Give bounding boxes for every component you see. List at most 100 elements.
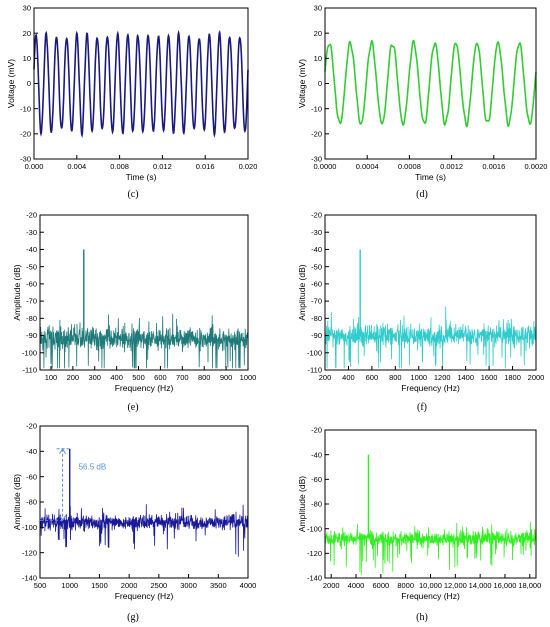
y-tick-label: -50	[26, 262, 37, 271]
x-tick-label: 1000	[410, 373, 427, 382]
y-tick-label: -60	[311, 475, 322, 484]
y-tick-label: 10	[23, 54, 31, 63]
y-tick-label: -20	[26, 422, 37, 431]
x-axis-label: Frequency (Hz)	[401, 591, 460, 601]
x-tick-label: 300	[88, 373, 101, 382]
x-tick-label: 200	[319, 373, 332, 382]
y-tick-label: -30	[311, 228, 322, 237]
panel-label: (g)	[127, 612, 139, 623]
chart-panel-g: 500 1000 1500 2000 2500 3000 3500 4000 -140 -120 -…	[12, 422, 256, 623]
y-tick-label: -100	[307, 524, 322, 533]
chart-panel-e: 100 200 300 400 500 600 700 800 900 1000 -110 -100 -…	[12, 211, 256, 413]
y-tick-label: -100	[22, 348, 37, 357]
y-axis-label: Amplitude (dB)	[297, 264, 307, 320]
y-axis-label: Amplitude (dB)	[12, 474, 22, 530]
x-tick-label: 18,000	[518, 581, 541, 590]
series-line	[33, 29, 249, 139]
x-tick-label: 8000	[397, 581, 414, 590]
panel-label: (f)	[417, 402, 427, 413]
series-line	[324, 39, 537, 128]
x-tick-label: 0.004	[67, 162, 86, 171]
x-tick-label: 500	[34, 581, 47, 590]
y-tick-label: -40	[26, 245, 37, 254]
panel-label: (d)	[416, 189, 428, 200]
y-tick-label: -20	[311, 211, 322, 220]
y-axis-label: Voltage (mV)	[6, 59, 16, 108]
x-tick-label: 100	[45, 373, 58, 382]
y-tick-label: -140	[22, 574, 37, 583]
x-tick-label: 0.0012	[440, 162, 463, 171]
y-tick-label: -20	[311, 426, 322, 435]
y-tick-label: -80	[26, 314, 37, 323]
x-axis-label: Time (s)	[126, 172, 157, 182]
x-tick-label: 800	[198, 373, 211, 382]
y-tick-label: -110	[308, 366, 322, 375]
series-line	[39, 313, 249, 369]
x-tick-label: 0.0004	[356, 162, 379, 171]
y-tick-label: -120	[22, 548, 37, 557]
y-tick-label: -50	[311, 262, 322, 271]
y-tick-label: -30	[20, 155, 31, 164]
x-tick-label: 800	[389, 373, 402, 382]
y-tick-label: -90	[311, 331, 322, 340]
chart-panel-d: 0.0000 0.0004 0.0008 0.0012 0.0016 0.0020 -30 -…	[297, 4, 547, 200]
x-tick-label: 12,000	[444, 581, 467, 590]
x-tick-label: 1400	[457, 373, 474, 382]
y-tick-label: -60	[26, 472, 37, 481]
plot-frame	[324, 214, 537, 371]
x-axis-label: Frequency (Hz)	[115, 383, 174, 393]
x-tick-label: 0.012	[153, 162, 172, 171]
x-tick-label: 0.000	[25, 162, 44, 171]
y-tick-label: -80	[311, 500, 322, 509]
y-tick-label: -80	[26, 498, 37, 507]
x-tick-label: 400	[342, 373, 355, 382]
x-tick-label: 700	[176, 373, 189, 382]
x-tick-label: 2000	[323, 581, 340, 590]
chart-panel-c: 0.000 0.004 0.008 0.012 0.016 0.020 -30 -20 -10 0…	[6, 4, 257, 200]
x-tick-label: 900	[220, 373, 233, 382]
panel-label: (c)	[127, 189, 138, 200]
x-tick-label: 2000	[528, 373, 545, 382]
y-tick-label: -40	[26, 447, 37, 456]
x-tick-label: 2000	[121, 581, 138, 590]
y-axis-label: Amplitude (dB)	[297, 476, 307, 532]
y-tick-label: -60	[26, 279, 37, 288]
x-tick-label: 1600	[481, 373, 498, 382]
x-tick-label: 14,000	[469, 581, 492, 590]
y-tick-label: -100	[307, 348, 322, 357]
y-tick-label: -100	[22, 523, 37, 532]
x-tick-label: 4000	[240, 581, 257, 590]
x-tick-label: 1200	[434, 373, 451, 382]
annotation-arrowhead-bottom	[59, 515, 67, 522]
annotation-arrowhead-top	[59, 447, 67, 455]
x-tick-label: 1000	[240, 373, 257, 382]
y-tick-label: -110	[23, 366, 37, 375]
x-tick-label: 0.0016	[482, 162, 505, 171]
x-tick-label: 400	[110, 373, 123, 382]
y-tick-label: 0	[27, 79, 31, 88]
y-tick-label: -20	[26, 211, 37, 220]
series-line	[324, 521, 537, 575]
y-tick-label: 0	[318, 79, 322, 88]
x-tick-label: 600	[366, 373, 379, 382]
x-axis-label: Time (s)	[415, 172, 446, 182]
y-axis-label: Amplitude (dB)	[12, 264, 22, 320]
x-tick-label: 2500	[151, 581, 168, 590]
y-tick-label: -30	[311, 155, 322, 164]
x-tick-label: 6000	[373, 581, 390, 590]
x-tick-label: 1800	[504, 373, 521, 382]
chart-panel-h: 2000 4000 6000 8000 10,000 12,000 14,000 16,000…	[297, 426, 541, 623]
y-tick-label: -30	[26, 228, 37, 237]
plot-frame	[324, 7, 537, 160]
x-tick-label: 1500	[91, 581, 108, 590]
y-tick-label: -70	[26, 297, 37, 306]
x-tick-label: 4000	[348, 581, 365, 590]
y-tick-label: -60	[311, 279, 322, 288]
x-tick-label: 0.016	[196, 162, 215, 171]
y-tick-label: -20	[311, 129, 322, 138]
x-tick-label: 0.020	[239, 162, 258, 171]
x-axis-label: Frequency (Hz)	[401, 383, 460, 393]
y-tick-label: -140	[307, 574, 322, 583]
plot-frame	[39, 214, 249, 371]
